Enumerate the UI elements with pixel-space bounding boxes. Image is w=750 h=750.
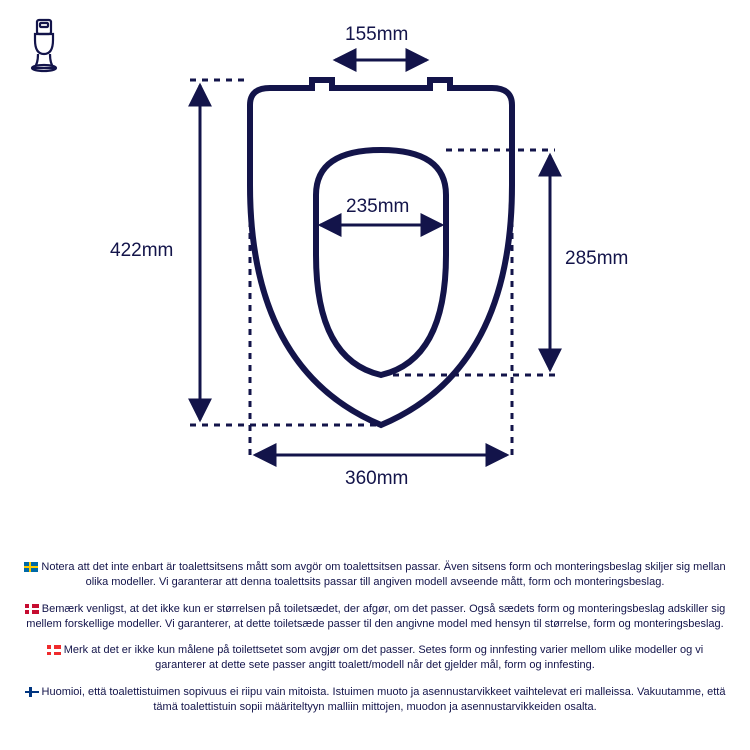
flag-se-icon [24,562,38,572]
disclaimers: Notera att det inte enbart är toalettsit… [20,560,730,727]
disclaimer-no-text: Merk at det er ikke kun målene på toilet… [64,644,704,671]
disclaimer-dk-text: Bemærk venligst, at det ikke kun er stør… [26,603,725,630]
disclaimer-se: Notera att det inte enbart är toalettsit… [20,560,730,590]
dim-inner-height: 285mm [565,248,628,270]
seat-diagram: 155mm 422mm 235mm 285mm 360mm [120,30,640,490]
disclaimer-no: Merk at det er ikke kun målene på toilet… [20,643,730,673]
disclaimer-se-text: Notera att det inte enbart är toalettsit… [41,561,725,588]
dim-outer-width: 360mm [345,468,408,490]
seat-inner-outline [316,150,446,375]
disclaimer-fi-text: Huomioi, että toalettistuimen sopivuus e… [42,686,726,713]
disclaimer-dk: Bemærk venligst, at det ikke kun er stør… [20,602,730,632]
dim-outer-height: 422mm [110,240,173,262]
flag-no-icon [47,645,61,655]
dim-inner-width: 235mm [346,196,409,218]
flag-fi-icon [25,687,39,697]
toilet-icon [25,18,63,83]
disclaimer-fi: Huomioi, että toalettistuimen sopivuus e… [20,685,730,715]
flag-dk-icon [25,604,39,614]
dim-hinge-width: 155mm [345,24,408,46]
